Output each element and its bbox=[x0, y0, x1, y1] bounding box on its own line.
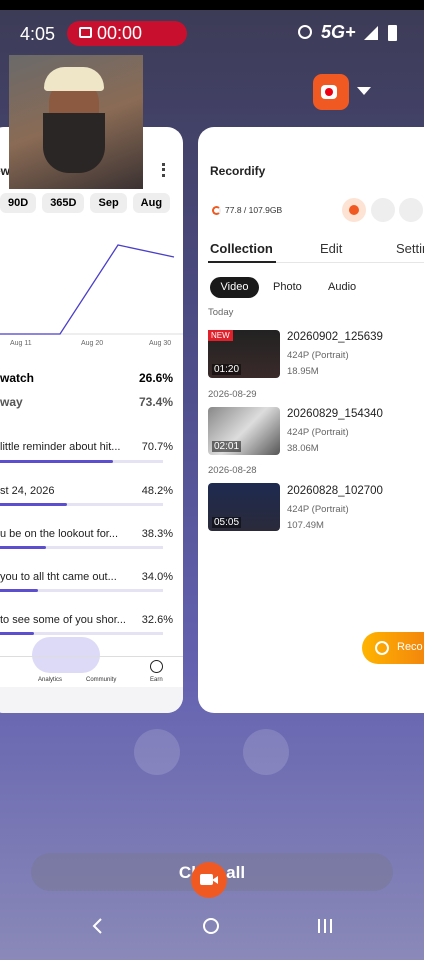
nav-label[interactable]: Community bbox=[86, 677, 117, 683]
date-header: Today bbox=[208, 307, 234, 318]
tab-underline bbox=[208, 261, 276, 263]
media-tab[interactable]: Audio bbox=[328, 281, 357, 293]
video-size: 38.06M bbox=[287, 443, 319, 454]
new-badge: NEW bbox=[208, 330, 233, 341]
floating-record[interactable] bbox=[191, 862, 227, 898]
duration: 02:01 bbox=[212, 441, 242, 452]
tab[interactable]: Settin bbox=[396, 241, 424, 256]
lock-button[interactable] bbox=[134, 729, 180, 775]
bar bbox=[0, 546, 46, 549]
summary-label: way bbox=[0, 395, 23, 409]
tab-divider bbox=[208, 262, 424, 263]
video-thumb[interactable]: 02:01 bbox=[208, 407, 280, 455]
video-name: 20260902_125639 bbox=[287, 331, 383, 343]
line-chart bbox=[0, 244, 183, 335]
bar bbox=[0, 589, 38, 592]
recording-timer: 00:00 bbox=[97, 23, 143, 43]
rec-icon bbox=[79, 27, 92, 38]
menu-icon bbox=[162, 163, 165, 177]
tab[interactable]: Edit bbox=[320, 241, 343, 256]
date-header: 2026-08-28 bbox=[208, 465, 257, 476]
analytics-card[interactable]: ew 90D 365D Sep Aug Aug 11 Aug 20 Aug 30… bbox=[0, 127, 183, 713]
bar-track bbox=[0, 632, 163, 635]
video-size: 18.95M bbox=[287, 366, 319, 377]
filter-chip[interactable]: 90D bbox=[0, 193, 37, 213]
camera-preview[interactable] bbox=[9, 55, 143, 189]
recorder-card[interactable]: Recordify 77.8 / 107.9GB Collection Edit… bbox=[198, 127, 424, 713]
video-resolution: 424P (Portrait) bbox=[287, 427, 349, 438]
filter-chip[interactable]: 365D bbox=[42, 193, 85, 213]
item-percent: 48.2% bbox=[141, 485, 173, 497]
item-percent: 38.3% bbox=[141, 528, 173, 540]
signal-battery bbox=[364, 25, 397, 41]
app-icon[interactable] bbox=[313, 74, 349, 110]
network: 5G+ bbox=[321, 22, 356, 42]
duration: 01:20 bbox=[212, 364, 242, 375]
media-tab[interactable]: Video bbox=[210, 277, 259, 298]
storage: 77.8 / 107.9GB bbox=[225, 205, 283, 215]
video-name: 20260828_102700 bbox=[287, 485, 383, 497]
filter-chip[interactable]: Sep bbox=[90, 193, 127, 213]
item-title: u be on the lookout for... bbox=[0, 528, 119, 540]
icon-btn[interactable] bbox=[342, 198, 366, 222]
date-header: 2026-08-29 bbox=[208, 389, 257, 400]
item-percent: 32.6% bbox=[141, 614, 173, 626]
video-resolution: 424P (Portrait) bbox=[287, 504, 349, 515]
bar-track bbox=[0, 546, 163, 549]
item-percent: 34.0% bbox=[141, 571, 173, 583]
storage-icon bbox=[212, 206, 221, 215]
item-percent: 70.7% bbox=[141, 441, 173, 453]
duration: 05:05 bbox=[212, 517, 242, 528]
item-title: to see some of you shor... bbox=[0, 614, 126, 626]
item-title: st 24, 2026 bbox=[0, 485, 55, 497]
top-strip bbox=[0, 0, 424, 10]
earn-icon bbox=[150, 660, 163, 673]
x-label: Aug 30 bbox=[149, 340, 172, 347]
summary-value: 26.6% bbox=[138, 371, 173, 385]
filter-chip[interactable]: Aug bbox=[132, 193, 171, 213]
video-thumb[interactable]: NEW 01:20 bbox=[208, 330, 280, 378]
tab[interactable]: Collection bbox=[210, 241, 273, 256]
bar bbox=[0, 632, 34, 635]
bar-track bbox=[0, 503, 163, 506]
app-name: Recordify bbox=[210, 164, 266, 178]
record-button[interactable]: Reco bbox=[362, 632, 424, 664]
nav-label[interactable]: Analytics bbox=[38, 677, 63, 683]
x-label: Aug 11 bbox=[10, 340, 32, 347]
icon-btn[interactable] bbox=[371, 198, 395, 222]
split-button[interactable] bbox=[243, 729, 289, 775]
nav-divider bbox=[0, 656, 183, 657]
video-name: 20260829_154340 bbox=[287, 408, 383, 420]
x-label: Aug 20 bbox=[81, 340, 104, 347]
bar bbox=[0, 503, 67, 506]
summary-value: 73.4% bbox=[138, 395, 173, 409]
item-title: little reminder about hit... bbox=[0, 441, 121, 453]
card-navbar bbox=[0, 687, 183, 713]
system-nav bbox=[92, 918, 332, 934]
nav-label[interactable]: Earn bbox=[150, 677, 163, 683]
clock: 4:05 bbox=[20, 24, 56, 44]
media-tab[interactable]: Photo bbox=[273, 281, 302, 293]
filter-row: 90D 365D Sep Aug bbox=[0, 193, 171, 213]
bar-track bbox=[0, 589, 163, 592]
alarm-icon bbox=[298, 25, 312, 39]
header-fragment: ew bbox=[0, 164, 11, 178]
bar bbox=[0, 460, 113, 463]
recording-chip[interactable]: 00:00 bbox=[67, 21, 187, 46]
edit-fab[interactable] bbox=[32, 637, 100, 673]
record-label: Reco bbox=[397, 641, 423, 653]
video-resolution: 424P (Portrait) bbox=[287, 350, 349, 361]
dropdown-arrow[interactable] bbox=[357, 87, 371, 96]
icon-btn[interactable] bbox=[399, 198, 423, 222]
video-size: 107.49M bbox=[287, 520, 324, 531]
summary-label: watch bbox=[0, 371, 35, 385]
video-thumb[interactable]: 05:05 bbox=[208, 483, 280, 531]
item-title: you to all tht came out... bbox=[0, 571, 117, 583]
